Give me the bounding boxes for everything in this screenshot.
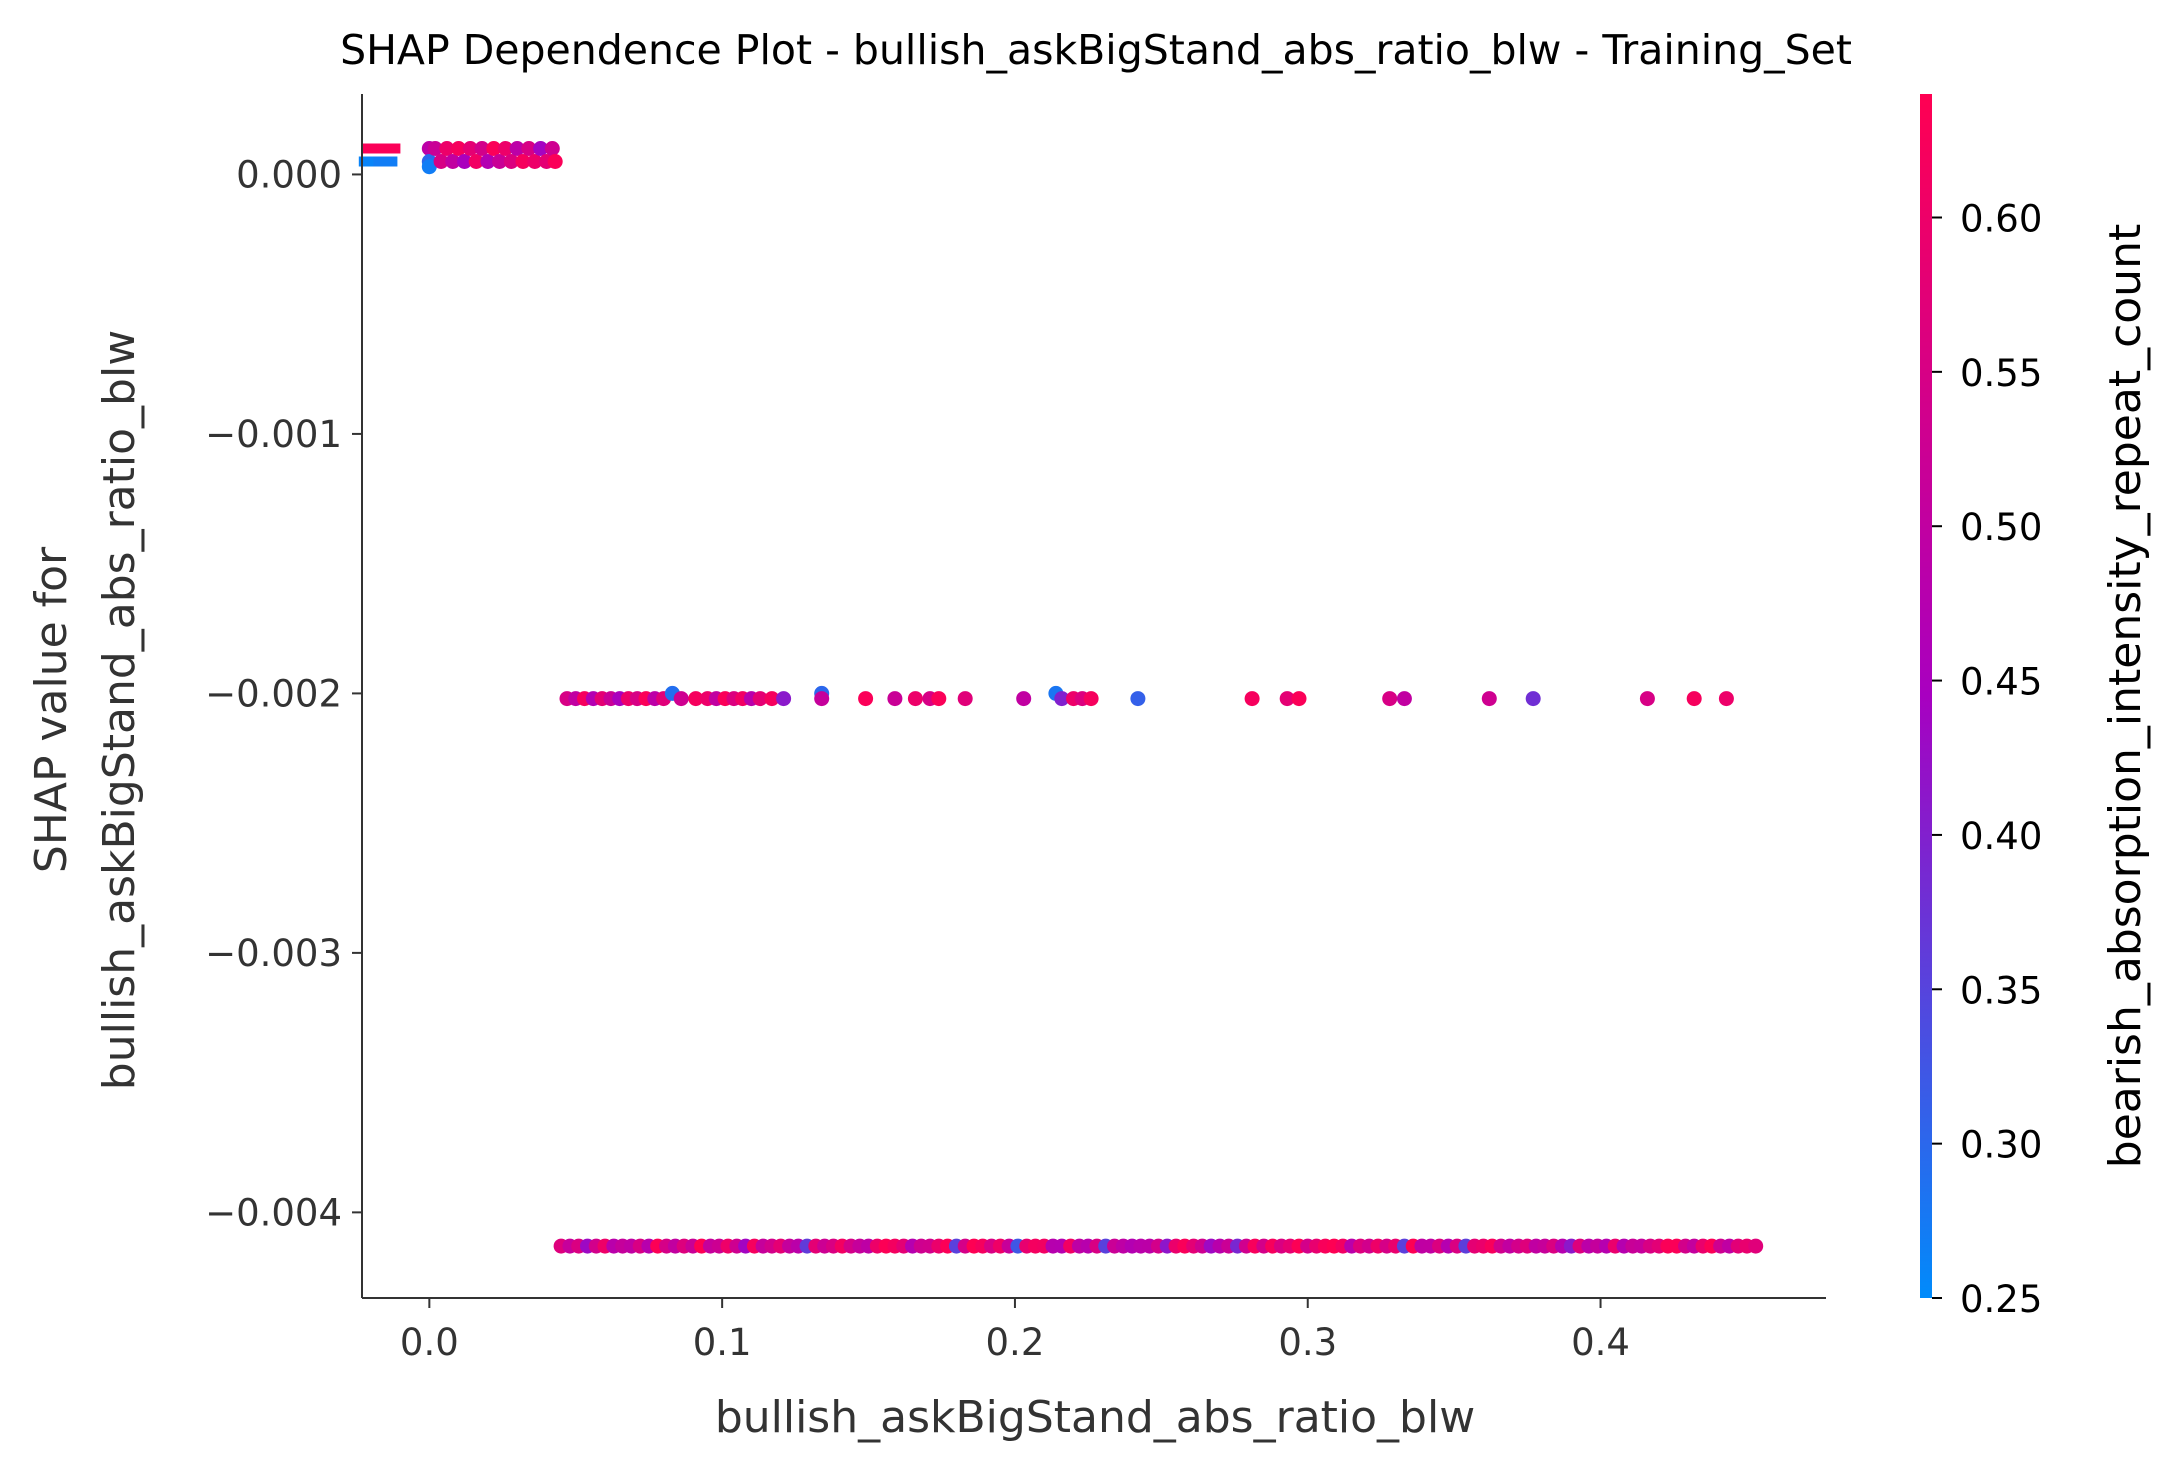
data-point-52 <box>776 691 792 707</box>
colorbar-label: bearish_absorption_intensity_repeat_coun… <box>2100 224 2151 1168</box>
data-point-59 <box>931 691 947 707</box>
data-point-43 <box>688 691 704 707</box>
data-point-11 <box>451 141 467 156</box>
data-point-54 <box>814 691 830 707</box>
data-point-71 <box>1382 691 1398 707</box>
data-point-13 <box>462 141 478 156</box>
data-point-73 <box>1481 691 1497 707</box>
data-point-50 <box>752 691 768 707</box>
colorbar <box>1920 94 1932 1298</box>
data-point-27 <box>544 141 560 156</box>
x-tick-label-3: 0.3 <box>1278 1321 1337 1364</box>
data-point-42 <box>673 691 689 707</box>
data-point-72 <box>1396 691 1412 707</box>
data-point-60 <box>957 691 973 707</box>
colorbar-tick-label-0: 0.25 <box>1960 1278 2042 1321</box>
data-point-14 <box>468 154 484 169</box>
data-point-21 <box>509 141 525 156</box>
y-axis-label-line-1: SHAP value for <box>26 546 77 873</box>
y-axis-label-line-2: bullish_askBigStand_abs_ratio_blw <box>94 330 145 1090</box>
data-point-76 <box>1686 691 1702 707</box>
data-point-12 <box>457 154 472 169</box>
edge-marker-1 <box>376 143 401 154</box>
edge-marker-3 <box>373 156 398 167</box>
data-point-63 <box>1054 691 1070 707</box>
x-axis-label: bullish_askBigStand_abs_ratio_blw <box>715 1392 1475 1443</box>
colorbar-tick-label-1: 0.30 <box>1960 1124 2042 1167</box>
colorbar-tick-label-4: 0.45 <box>1960 661 2042 704</box>
x-tick-label-0: 0.0 <box>400 1321 459 1364</box>
y-tick-label-3: −0.003 <box>205 932 342 975</box>
data-point-7 <box>427 141 443 156</box>
data-point-57 <box>907 691 923 707</box>
data-point-6 <box>421 159 437 175</box>
y-tick-label-4: −0.004 <box>205 1191 342 1234</box>
data-point-75 <box>1639 691 1655 707</box>
data-point-61 <box>1016 691 1032 707</box>
x-tick-label-2: 0.2 <box>986 1321 1045 1364</box>
data-point-28 <box>547 154 563 169</box>
colorbar-tick-label-6: 0.55 <box>1960 352 2042 395</box>
colorbar-tick-label-3: 0.40 <box>1960 815 2042 858</box>
data-point-23 <box>521 141 537 156</box>
data-point-17 <box>486 141 502 156</box>
data-point-74 <box>1525 691 1541 707</box>
data-point-67 <box>1130 691 1146 707</box>
colorbar-tick-label-7: 0.60 <box>1960 197 2042 240</box>
data-point-69 <box>1279 691 1295 707</box>
x-tick-label-4: 0.4 <box>1571 1321 1630 1364</box>
scatter-points <box>358 141 1764 1254</box>
data-point-55 <box>858 691 874 707</box>
data-point-66 <box>1083 691 1099 707</box>
data-point-25 <box>533 141 549 156</box>
data-point-10 <box>445 154 461 169</box>
data-point-68 <box>1244 691 1260 707</box>
data-point-22 <box>515 154 531 169</box>
data-point-15 <box>474 141 490 156</box>
chart-title: SHAP Dependence Plot - bullish_askBigSta… <box>340 26 1852 74</box>
data-point-70 <box>1291 691 1307 707</box>
data-point-19 <box>498 141 513 156</box>
colorbar-tick-label-5: 0.50 <box>1960 506 2042 549</box>
data-point-77 <box>1718 691 1734 707</box>
y-tick-label-1: −0.001 <box>205 413 342 456</box>
data-point-8 <box>433 154 449 169</box>
y-tick-label-2: −0.002 <box>205 672 342 715</box>
data-point-20 <box>503 154 519 169</box>
edge-marker-2 <box>358 156 383 167</box>
x-tick-label-1: 0.1 <box>693 1321 752 1364</box>
data-point-51 <box>764 691 780 707</box>
data-point-18 <box>492 154 508 169</box>
data-point-16 <box>480 154 496 169</box>
colorbar-ticks: 0.25 0.30 0.35 0.40 0.45 0.50 0.55 0.60 <box>1932 197 2042 1321</box>
colorbar-tick-label-2: 0.35 <box>1960 969 2042 1012</box>
band-point-136 <box>1748 1238 1764 1254</box>
y-tick-label-0: 0.000 <box>236 153 342 196</box>
data-point-24 <box>527 154 543 169</box>
axes: 0.0 0.1 0.2 0.3 0.4 0.000 −0.001 −0.002 −0.003 −0… <box>205 94 1826 1364</box>
edge-marker-0 <box>361 143 386 154</box>
data-point-56 <box>887 691 903 707</box>
data-point-9 <box>439 141 455 156</box>
